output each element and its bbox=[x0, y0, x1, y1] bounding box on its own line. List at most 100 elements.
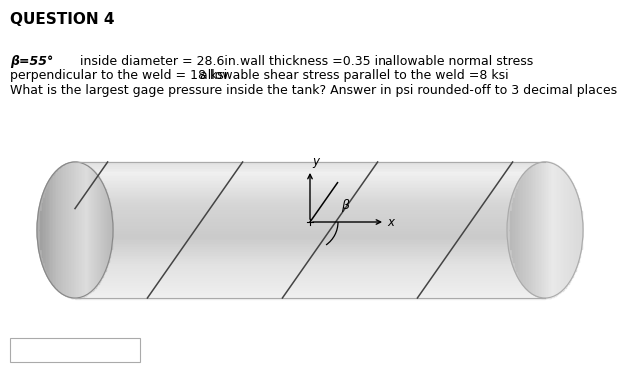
Bar bbox=[71, 163, 73, 298]
Bar bbox=[75, 259, 545, 261]
Text: allowable normal stress: allowable normal stress bbox=[385, 55, 533, 68]
Bar bbox=[84, 164, 86, 296]
Bar bbox=[531, 168, 533, 292]
Bar bbox=[580, 211, 582, 249]
Bar bbox=[72, 162, 74, 298]
Bar bbox=[75, 279, 545, 282]
Bar bbox=[545, 162, 547, 298]
Bar bbox=[75, 250, 545, 253]
Bar bbox=[75, 206, 545, 209]
Text: What is the largest gage pressure inside the tank? Answer in psi rounded-off to : What is the largest gage pressure inside… bbox=[10, 84, 617, 97]
Bar bbox=[75, 192, 545, 195]
Text: y: y bbox=[312, 155, 319, 168]
Bar bbox=[94, 172, 95, 288]
Bar bbox=[92, 170, 94, 290]
Bar bbox=[75, 232, 545, 234]
Bar bbox=[100, 180, 102, 280]
Bar bbox=[541, 163, 542, 298]
Bar bbox=[107, 198, 108, 262]
Bar bbox=[85, 165, 87, 295]
Bar bbox=[62, 167, 64, 294]
Bar bbox=[518, 186, 520, 274]
Ellipse shape bbox=[37, 162, 113, 298]
Bar bbox=[52, 178, 54, 282]
Bar bbox=[75, 257, 545, 259]
Bar bbox=[572, 186, 574, 274]
Bar bbox=[45, 193, 46, 267]
Bar bbox=[528, 170, 529, 290]
Bar bbox=[75, 269, 545, 271]
Bar bbox=[75, 198, 545, 200]
Bar bbox=[575, 193, 577, 267]
Bar bbox=[75, 271, 545, 273]
Bar bbox=[75, 278, 545, 280]
Bar bbox=[66, 164, 68, 296]
Text: β: β bbox=[341, 199, 349, 212]
Bar bbox=[75, 273, 545, 275]
Bar bbox=[577, 198, 578, 262]
Bar bbox=[578, 203, 580, 257]
Bar bbox=[75, 165, 545, 167]
Bar bbox=[75, 281, 545, 283]
Bar bbox=[75, 203, 545, 205]
Text: β=55°: β=55° bbox=[10, 55, 53, 68]
Bar bbox=[75, 266, 545, 268]
Bar bbox=[75, 177, 545, 179]
Bar bbox=[75, 211, 545, 213]
Bar bbox=[75, 162, 77, 298]
Bar bbox=[75, 201, 545, 203]
Bar bbox=[81, 163, 82, 297]
Bar bbox=[68, 163, 69, 297]
Bar bbox=[110, 211, 112, 249]
Bar bbox=[46, 189, 48, 271]
Bar bbox=[74, 162, 76, 298]
Bar bbox=[555, 165, 557, 295]
Bar bbox=[523, 176, 525, 284]
Bar bbox=[539, 163, 541, 297]
Bar bbox=[75, 189, 545, 191]
Ellipse shape bbox=[507, 162, 583, 298]
Bar bbox=[53, 176, 55, 284]
Bar bbox=[515, 193, 516, 267]
Bar bbox=[89, 168, 91, 292]
Text: QUESTION 4: QUESTION 4 bbox=[10, 12, 115, 27]
Text: allowable shear stress parallel to the weld =8 ksi: allowable shear stress parallel to the w… bbox=[200, 69, 508, 82]
Bar bbox=[105, 193, 107, 267]
Bar bbox=[75, 227, 545, 229]
Bar bbox=[520, 180, 523, 280]
Bar bbox=[75, 182, 545, 185]
Bar bbox=[59, 169, 61, 291]
Bar bbox=[48, 186, 50, 274]
Bar bbox=[75, 222, 545, 224]
Bar bbox=[558, 167, 560, 294]
Bar bbox=[562, 170, 564, 290]
Bar bbox=[549, 163, 551, 298]
Bar bbox=[529, 169, 531, 291]
Bar bbox=[102, 186, 104, 274]
Bar bbox=[87, 166, 89, 294]
Bar bbox=[75, 225, 545, 227]
Bar bbox=[75, 167, 545, 169]
Bar bbox=[75, 223, 545, 225]
Bar bbox=[542, 162, 544, 298]
Bar bbox=[525, 174, 527, 286]
Bar bbox=[50, 180, 53, 280]
Bar bbox=[76, 162, 78, 298]
Bar bbox=[75, 230, 545, 232]
Bar bbox=[544, 162, 546, 298]
Bar bbox=[98, 178, 100, 282]
Bar bbox=[75, 244, 545, 246]
FancyBboxPatch shape bbox=[10, 338, 140, 362]
Bar bbox=[104, 189, 106, 271]
Bar bbox=[91, 169, 93, 291]
Bar bbox=[75, 235, 545, 237]
Bar bbox=[75, 254, 545, 256]
Bar bbox=[97, 176, 99, 284]
Bar bbox=[75, 186, 545, 188]
Bar bbox=[49, 183, 51, 277]
Bar bbox=[43, 198, 45, 262]
Bar bbox=[532, 167, 534, 294]
Bar bbox=[75, 262, 545, 264]
Bar bbox=[526, 172, 528, 288]
Bar bbox=[75, 184, 545, 186]
